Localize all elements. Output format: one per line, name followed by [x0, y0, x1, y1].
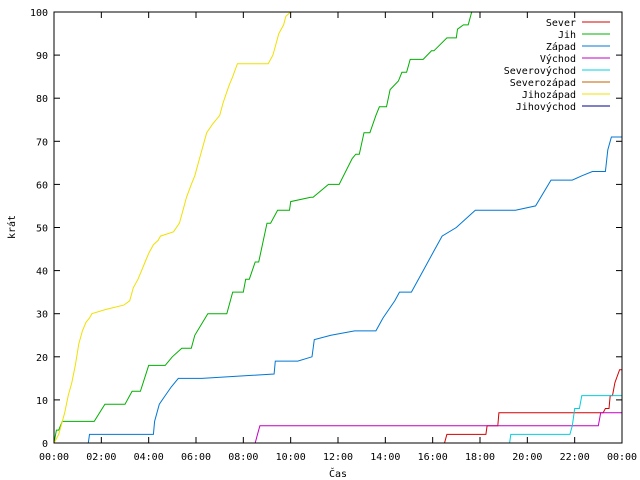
- y-tick-label: 40: [36, 267, 48, 278]
- legend-label: Východ: [540, 53, 576, 65]
- y-tick-label: 70: [36, 137, 48, 148]
- x-tick-label: 00:00: [39, 452, 69, 463]
- legend-label: Jih: [558, 30, 576, 41]
- x-tick-label: 10:00: [276, 452, 306, 463]
- x-tick-label: 00:00: [607, 452, 637, 463]
- legend-label: Severozápad: [510, 77, 576, 89]
- legend-label: Jihozápad: [522, 89, 576, 101]
- legend-label: Jihovýchod: [516, 101, 576, 113]
- x-tick-label: 04:00: [134, 452, 164, 463]
- x-tick-label: 06:00: [181, 452, 211, 463]
- y-axis: 0 10 20 30 40 50 60 70 80 90 100: [30, 8, 622, 450]
- series-line-2: [53, 11, 622, 444]
- x-tick-label: 02:00: [86, 452, 116, 463]
- y-tick-label: 100: [30, 8, 48, 19]
- x-axis-label: Čas: [329, 467, 347, 480]
- y-tick-label: 80: [36, 94, 48, 105]
- y-tick-label: 0: [42, 439, 48, 450]
- x-tick-label: 22:00: [560, 452, 590, 463]
- y-tick-label: 20: [36, 353, 48, 364]
- y-tick-label: 90: [36, 51, 48, 62]
- legend-label: Sever: [546, 18, 576, 29]
- x-tick-label: 18:00: [465, 452, 495, 463]
- y-tick-label: 50: [36, 224, 48, 235]
- y-tick-label: 30: [36, 310, 48, 321]
- series-line-5: [54, 395, 622, 444]
- y-tick-label: 10: [36, 396, 48, 407]
- x-tick-label: 20:00: [512, 452, 542, 463]
- legend-label: Severovýchod: [504, 65, 576, 77]
- x-tick-label: 16:00: [418, 452, 448, 463]
- legend-label: Západ: [546, 41, 576, 53]
- legend: SeverJihZápadVýchodSeverovýchodSeverozáp…: [504, 18, 610, 113]
- x-tick-label: 08:00: [228, 452, 258, 463]
- series-line-3: [54, 136, 622, 444]
- x-axis: 00:00 02:00 04:00 06:00 08:00 10:00 12:00 14:00…: [39, 12, 637, 463]
- y-tick-label: 60: [36, 180, 48, 191]
- y-axis-label: krát: [6, 215, 18, 239]
- x-tick-label: 12:00: [323, 452, 353, 463]
- series-line-7: [53, 11, 292, 444]
- x-tick-label: 14:00: [370, 452, 400, 463]
